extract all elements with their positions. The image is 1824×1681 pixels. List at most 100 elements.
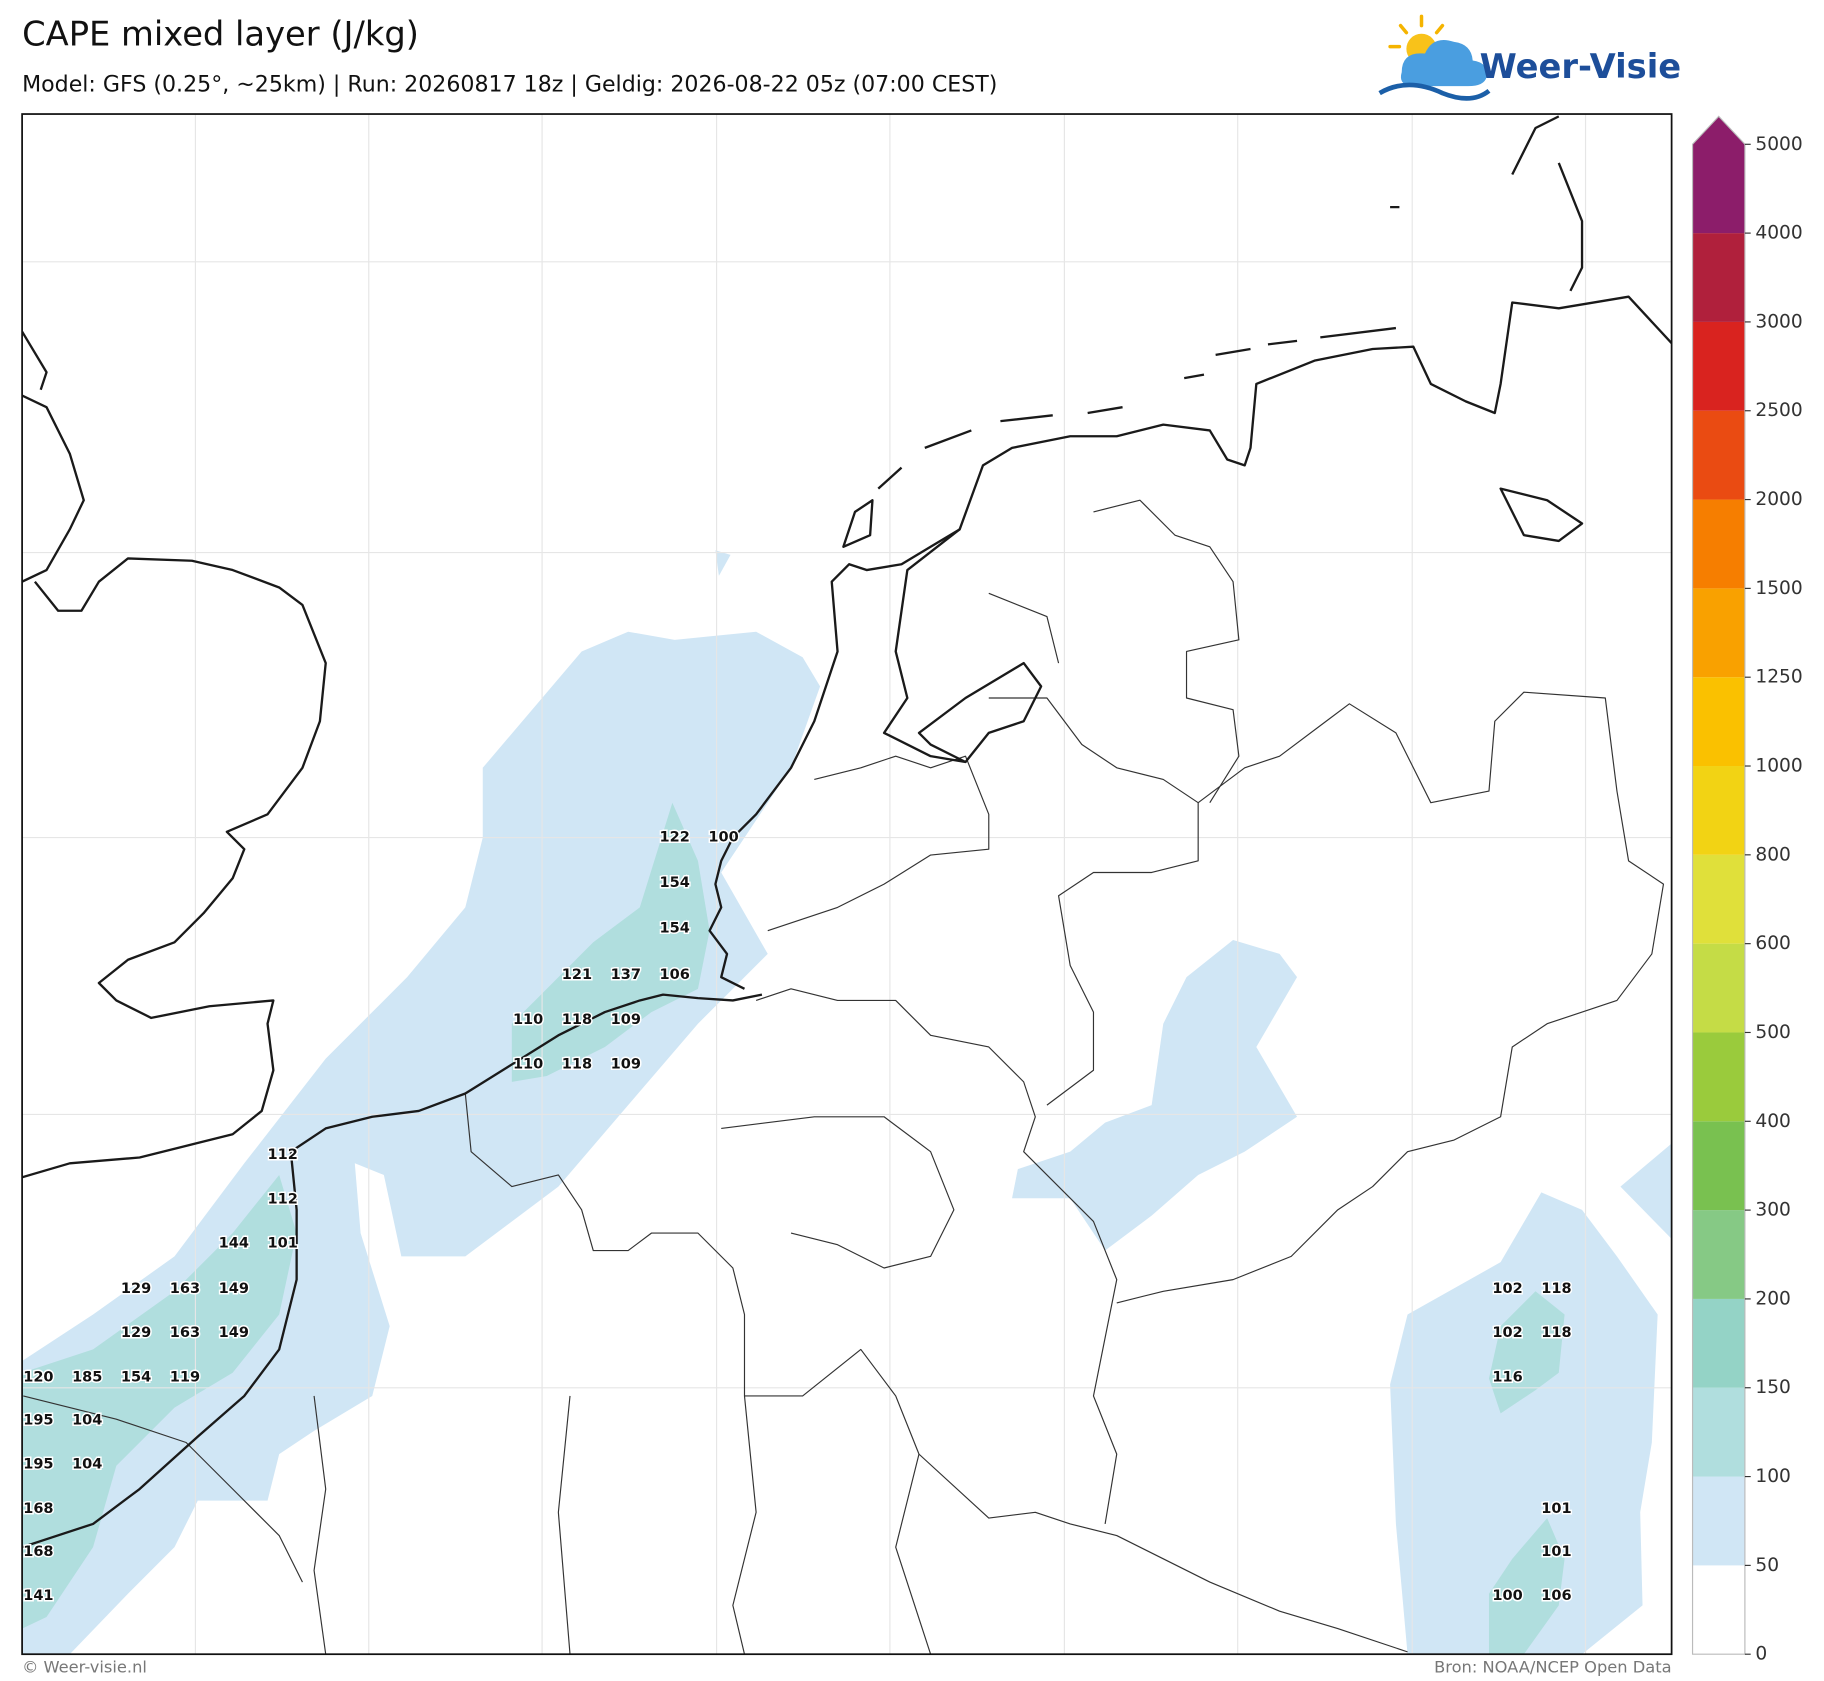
logo: Weer-Visie (1378, 14, 1681, 101)
colorbar-segment (1692, 1387, 1745, 1477)
colorbar-frame (1691, 115, 1746, 1655)
cape-value: 141 (23, 1588, 53, 1604)
cape-value: 120 (23, 1369, 53, 1385)
coastline (882, 528, 1043, 764)
colorbar-tick-label: 500 (1755, 1022, 1791, 1043)
colorbar-tick-label: 4000 (1755, 223, 1802, 244)
colorbar-segment (1692, 588, 1745, 678)
graticule (22, 114, 1672, 1655)
colorbar-tick-label: 1250 (1755, 667, 1802, 688)
cape-value: 121 (562, 967, 592, 983)
colorbar-segment (1692, 766, 1745, 855)
colorbar: 0 50 100 150 200 300 400 500 600 800 1000 1250 1500 2… (1691, 115, 1803, 1665)
colorbar-segment (1692, 943, 1745, 1033)
cape-value: 163 (170, 1325, 200, 1341)
colorbar-tick-label: 5000 (1755, 134, 1802, 155)
colorbar-segment (1692, 1565, 1745, 1655)
shade-100 (1488, 1291, 1565, 1414)
coastline (22, 993, 763, 1549)
cape-value: 109 (611, 1056, 641, 1072)
coastlines (22, 115, 1672, 1549)
colorbar-tick-label: 3000 (1755, 311, 1802, 332)
logo-cloud (1400, 40, 1487, 87)
subtitle: Model: GFS (0.25°, ~25km) | Run: 2026081… (22, 71, 997, 97)
coastline (842, 115, 1584, 548)
coastline (708, 295, 1672, 990)
colorbar-segment (1692, 233, 1745, 322)
cape-value: 102 (1492, 1281, 1522, 1297)
cape-value: 110 (513, 1012, 543, 1028)
colorbar-segment (1692, 854, 1745, 944)
colorbar-segment (1692, 321, 1745, 411)
cape-value: 122 (660, 830, 690, 846)
cape-values: 122 100 154 154 121 137 106 110 118 109 110 118 109 1… (22, 828, 1573, 1605)
cape-value: 116 (1492, 1369, 1522, 1385)
cape-shading (22, 550, 1672, 1655)
title: CAPE mixed layer (J/kg) (22, 15, 419, 54)
cape-value: 104 (72, 1457, 102, 1473)
shade-50 (1390, 1192, 1658, 1655)
colorbar-tick-label: 800 (1755, 844, 1791, 865)
cape-value: 100 (1492, 1588, 1522, 1604)
footer-left: © Weer-visie.nl (22, 1658, 147, 1677)
border (755, 988, 1118, 1525)
cape-value: 118 (1541, 1325, 1571, 1341)
colorbar-segment (1692, 410, 1745, 500)
cape-value: 110 (513, 1056, 543, 1072)
cape-value: 185 (72, 1369, 102, 1385)
cape-value: 118 (562, 1056, 592, 1072)
border (1116, 691, 1665, 1304)
cape-value: 118 (562, 1012, 592, 1028)
cape-value: 149 (219, 1325, 249, 1341)
shade-50 (1012, 939, 1298, 1251)
cape-value: 129 (121, 1281, 151, 1297)
footer-right: Bron: NOAA/NCEP Open Data (1434, 1658, 1672, 1677)
cape-value: 154 (660, 875, 690, 891)
cape-value: 137 (611, 967, 641, 983)
map-frame (21, 113, 1673, 1656)
cape-value: 195 (23, 1457, 53, 1473)
colorbar-tick-label: 2500 (1755, 400, 1802, 421)
cape-value: 144 (219, 1236, 249, 1252)
cape-value: 106 (660, 967, 690, 983)
colorbar-tick-label: 150 (1755, 1377, 1791, 1398)
shade-100 (1488, 1518, 1565, 1655)
cape-value: 106 (1541, 1588, 1571, 1604)
shade-50 (715, 550, 731, 576)
colorbar-tick-label: 200 (1755, 1288, 1791, 1309)
colorbar-segment (1692, 1210, 1745, 1299)
border (988, 697, 1199, 1106)
cape-value: 149 (219, 1281, 249, 1297)
shade-50 (22, 631, 821, 1655)
colorbar-tick-label: 600 (1755, 933, 1791, 954)
cape-value: 101 (268, 1236, 298, 1252)
cape-value: 168 (23, 1544, 53, 1560)
colorbar-tick-label: 2000 (1755, 489, 1802, 510)
cape-value: 119 (170, 1369, 200, 1385)
colorbar-segment (1692, 1121, 1745, 1211)
shade-50 (1620, 1143, 1672, 1239)
cape-value: 118 (1541, 1281, 1571, 1297)
map: 122 100 154 154 121 137 106 110 118 109 110 118 109 1… (22, 114, 1672, 1655)
logo-text: Weer-Visie (1480, 47, 1681, 86)
colorbar-tick-label: 0 (1755, 1644, 1767, 1665)
colorbar-segment (1692, 677, 1745, 767)
borders (23, 499, 1665, 1655)
colorbar-tick-label: 400 (1755, 1111, 1791, 1132)
border (464, 1093, 1408, 1653)
colorbar-tick-label: 100 (1755, 1466, 1791, 1487)
cape-value: 129 (121, 1325, 151, 1341)
cape-value: 109 (611, 1012, 641, 1028)
cape-value: 104 (72, 1412, 102, 1428)
colorbar-tick-label: 1500 (1755, 578, 1802, 599)
colorbar-tick-label: 50 (1755, 1555, 1779, 1576)
cape-value: 101 (1541, 1544, 1571, 1560)
cape-value: 163 (170, 1281, 200, 1297)
cape-value: 102 (1492, 1325, 1522, 1341)
colorbar-segment (1692, 1476, 1745, 1566)
border (23, 1395, 932, 1655)
colorbar-tick-label: 300 (1755, 1200, 1791, 1221)
